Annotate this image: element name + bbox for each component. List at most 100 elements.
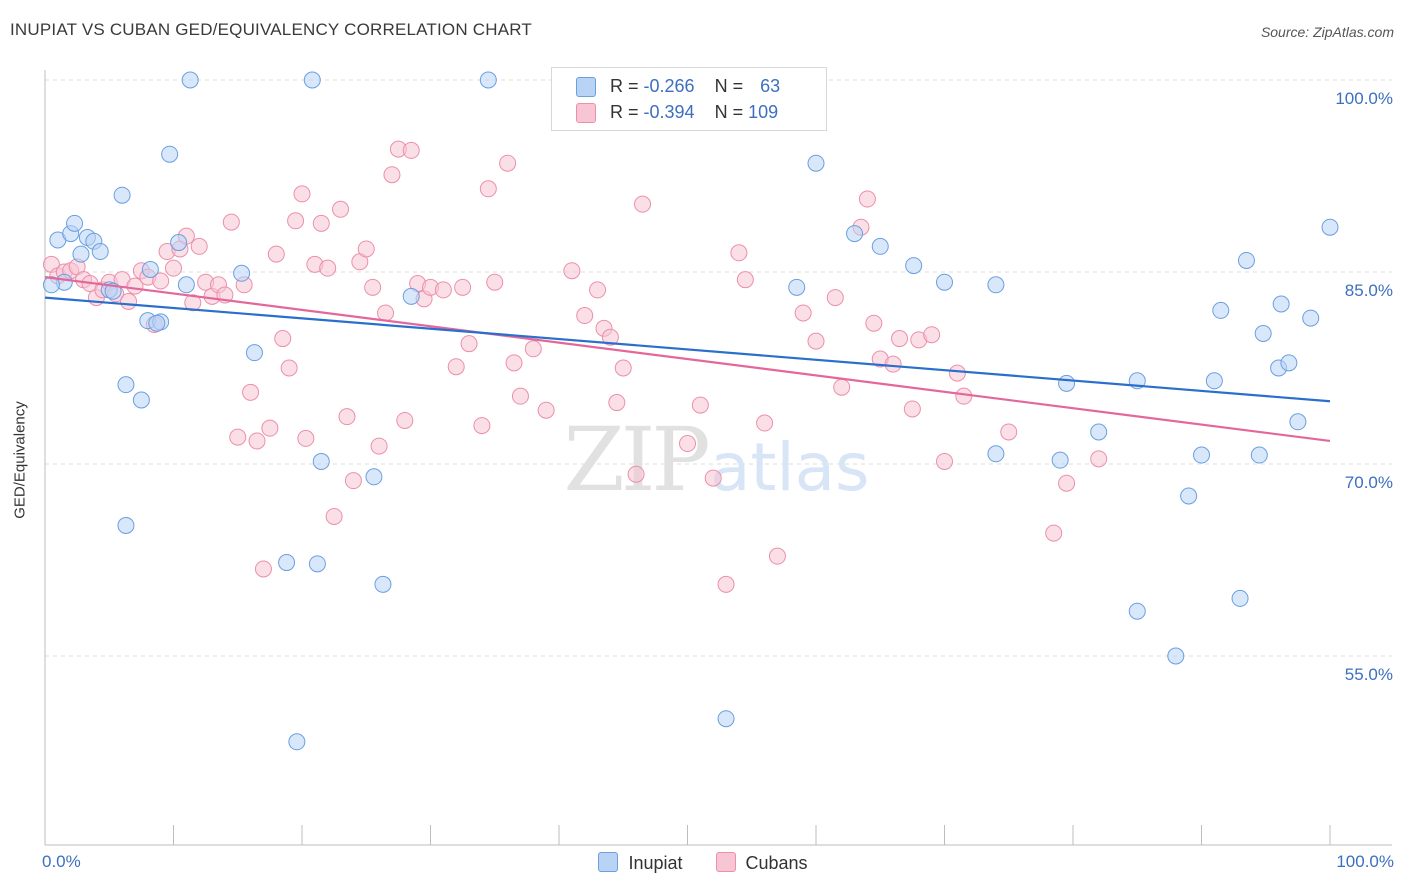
cubans-point-92: [833, 378, 851, 396]
inupiat-point-54: [1254, 324, 1272, 342]
series-legend-inupiat[interactable]: Inupiat: [598, 852, 682, 874]
inupiat-point-25: [303, 71, 321, 89]
source-credit: Source: ZipAtlas.com: [1260, 24, 1394, 40]
cubans-point-106: [1045, 524, 1063, 542]
cubans-point-107: [1058, 474, 1076, 492]
inupiat-point-57: [1280, 354, 1298, 372]
inupiat-point-51: [1231, 589, 1249, 607]
cubans-point-56: [402, 141, 420, 159]
inupiat-point-26: [312, 452, 330, 470]
cubans-point-35: [267, 245, 285, 263]
cubans-point-65: [479, 180, 497, 198]
inupiat-n-value: 63: [760, 76, 781, 96]
cubans-point-38: [287, 212, 305, 230]
y-axis-label: GED/Equivalency: [11, 401, 29, 519]
cubans-point-33: [254, 560, 272, 578]
cubans-point-64: [473, 417, 491, 435]
cubans-point-37: [280, 359, 298, 377]
cubans-point-70: [524, 340, 542, 358]
cubans-point-86: [736, 271, 754, 289]
inupiat-point-50: [1212, 301, 1230, 319]
cubans-point-88: [768, 547, 786, 565]
inupiat-point-58: [1289, 413, 1307, 431]
cubans-point-84: [717, 575, 735, 593]
chart-title: INUPIAT VS CUBAN GED/EQUIVALENCY CORRELA…: [10, 20, 532, 39]
inupiat-point-37: [905, 257, 923, 275]
cubans-point-44: [325, 507, 343, 525]
cubans-point-69: [511, 387, 529, 405]
cubans-point-60: [434, 281, 452, 299]
inupiat-point-42: [1058, 374, 1076, 392]
inupiat-point-4: [72, 245, 90, 263]
cubans-point-40: [297, 429, 315, 447]
watermark-atlas: atlas: [710, 429, 870, 506]
inupiat-point-59: [1302, 309, 1320, 327]
trend-lines: [44, 276, 1331, 443]
cubans-point-94: [858, 190, 876, 208]
legend-row-inupiat: R = -0.266 N = 63: [576, 76, 780, 98]
cubans-point-104: [955, 387, 973, 405]
cubans-point-91: [826, 289, 844, 307]
inupiat-point-10: [113, 186, 131, 204]
inupiat-point-40: [987, 445, 1005, 463]
cubans-point-47: [344, 472, 362, 490]
cubans-point-22: [184, 294, 202, 312]
cubans-point-45: [332, 200, 350, 218]
cubans-point-79: [627, 465, 645, 483]
inupiat-point-41: [1051, 451, 1069, 469]
cubans-point-99: [903, 400, 921, 418]
cubans-point-55: [396, 411, 414, 429]
cubans-point-61: [447, 358, 465, 376]
cubans-point-29: [229, 428, 247, 446]
inupiat-point-21: [233, 264, 251, 282]
cubans-point-63: [460, 335, 478, 353]
inupiat-point-60: [1321, 218, 1339, 236]
inupiat-point-14: [141, 260, 159, 278]
cubans-point-105: [1000, 423, 1018, 441]
inupiat-point-19: [181, 71, 199, 89]
cubans-point-51: [370, 437, 388, 455]
inupiat-point-38: [936, 273, 953, 291]
inupiat-points: [42, 71, 1339, 751]
inupiat-trend-line: [44, 296, 1331, 403]
cubans-trend-line: [44, 276, 1331, 443]
cubans-point-87: [756, 414, 774, 432]
cubans-point-98: [891, 330, 909, 348]
inupiat-r-label: R =: [610, 76, 644, 96]
cubans-point-71: [537, 401, 555, 419]
cubans-n-value: 109: [748, 102, 779, 122]
inupiat-point-43: [1090, 423, 1108, 441]
inupiat-point-32: [717, 710, 735, 728]
cubans-point-49: [357, 240, 375, 258]
cubans-point-73: [576, 307, 594, 325]
cubans-point-66: [486, 273, 504, 291]
inupiat-point-52: [1237, 251, 1255, 269]
inupiat-legend-swatch: [598, 852, 619, 872]
cubans-legend-swatch: [715, 852, 736, 872]
cubans-point-78: [614, 359, 632, 377]
inupiat-point-16: [161, 145, 179, 163]
cubans-point-90: [807, 332, 825, 350]
inupiat-legend-label: Inupiat: [628, 853, 683, 873]
cubans-point-52: [377, 304, 395, 322]
inupiat-point-22: [245, 344, 263, 362]
inupiat-point-36: [871, 237, 889, 255]
cubans-point-43: [319, 259, 337, 277]
inupiat-point-7: [91, 243, 109, 261]
legend: R = -0.266 N = 63 R = -0.394 N = 109: [551, 67, 827, 131]
cubans-point-17: [152, 272, 170, 290]
inupiat-point-35: [846, 225, 864, 243]
cubans-point-77: [608, 394, 626, 412]
inupiat-point-45: [1128, 602, 1146, 620]
inupiat-point-48: [1193, 446, 1210, 464]
inupiat-point-3: [66, 214, 84, 232]
inupiat-point-28: [365, 468, 383, 486]
series-legend-cubans[interactable]: Cubans: [715, 852, 808, 874]
x-tick-label-max: 100.0%: [1336, 852, 1394, 871]
y-tick-label-85: 85.0%: [1345, 281, 1393, 300]
cubans-point-74: [589, 281, 607, 299]
cubans-point-81: [679, 435, 696, 453]
cubans-point-97: [884, 355, 902, 373]
cubans-point-80: [634, 195, 652, 213]
